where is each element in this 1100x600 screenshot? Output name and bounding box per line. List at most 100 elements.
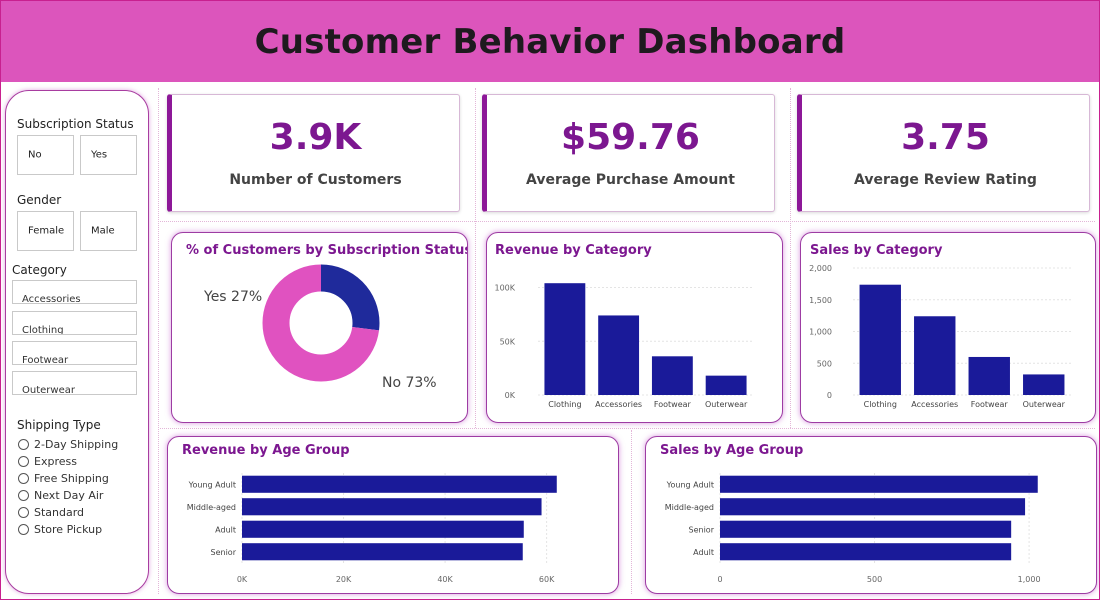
option-label: Male: [91, 225, 115, 237]
kpi-value: 3.75: [901, 117, 990, 158]
y-tick-label: Middle-aged: [665, 503, 714, 512]
bar-adult: [720, 543, 1012, 561]
revenue-by-category-card: Revenue by Category 0K 50K 100K Clothing Acc…: [486, 232, 783, 423]
x-tick-label: Outerwear: [705, 400, 748, 409]
category-option-outerwear[interactable]: Outerwear: [12, 371, 137, 395]
gender-option-female[interactable]: Female: [17, 211, 74, 251]
subscription-option-no[interactable]: No: [17, 135, 74, 175]
y-tick-label: Senior: [211, 548, 237, 557]
dashboard-title: Customer Behavior Dashboard: [254, 21, 846, 62]
radio-icon: [18, 456, 29, 467]
sales-category-chart: 0 500 1,000 1,500 2,000 Clothing Accessories Fo…: [809, 264, 1071, 409]
x-tick-label: Footwear: [971, 400, 1009, 409]
bar-footwear: [968, 356, 1010, 395]
y-tick-label: Young Adult: [666, 480, 714, 489]
y-tick-label: Adult: [693, 548, 714, 557]
gender-slicer-title: Gender: [17, 193, 62, 207]
x-tick-label: Accessories: [911, 400, 958, 409]
shipping-option-free[interactable]: Free Shipping: [18, 472, 109, 485]
shipping-option-nextday[interactable]: Next Day Air: [18, 489, 103, 502]
subscription-slicer-title: Subscription Status: [17, 117, 134, 131]
grid-guide: [160, 428, 1095, 429]
revenue-age-chart: 0K 20K 40K 60K Young Adult Middle-aged Adult Se…: [187, 473, 557, 584]
option-label: Express: [34, 455, 77, 468]
x-tick-label: Outerwear: [1023, 400, 1066, 409]
option-label: No: [28, 149, 42, 161]
x-tick-label: Footwear: [654, 400, 692, 409]
bar-adult: [242, 520, 524, 538]
y-tick-label: 100K: [494, 284, 515, 293]
kpi-label: Average Purchase Amount: [526, 172, 735, 188]
kpi-value: 3.9K: [269, 117, 362, 158]
shipping-option-pickup[interactable]: Store Pickup: [18, 523, 102, 536]
grid-guide: [475, 88, 476, 428]
x-tick-label: 0K: [237, 575, 248, 584]
y-tick-label: 500: [817, 359, 832, 368]
y-tick-label: 0K: [505, 391, 516, 400]
x-tick-label: Clothing: [864, 400, 897, 409]
shipping-option-2day[interactable]: 2-Day Shipping: [18, 438, 118, 451]
bar-accessories: [914, 316, 956, 395]
donut-label-no: No 73%: [382, 375, 437, 391]
y-tick-label: Adult: [215, 525, 236, 534]
y-tick-label: 2,000: [809, 264, 832, 273]
category-slicer-title: Category: [12, 263, 67, 277]
bar-senior: [242, 543, 523, 561]
option-label: Footwear: [22, 355, 69, 365]
option-label: Next Day Air: [34, 489, 104, 502]
category-option-clothing[interactable]: Clothing: [12, 311, 137, 335]
bar-middle-aged: [720, 498, 1026, 516]
chart-title: Sales by Category: [810, 243, 943, 258]
filter-panel: Subscription Status No Yes Gender Female…: [5, 90, 149, 594]
sales-age-chart: 0 500 1,000 Young Adult Middle-aged Senior Adu…: [665, 473, 1041, 584]
x-tick-label: 60K: [539, 575, 555, 584]
chart-title: Sales by Age Group: [660, 443, 804, 458]
bar-clothing: [544, 283, 586, 395]
dashboard-header: Customer Behavior Dashboard: [1, 1, 1099, 82]
bar-middle-aged: [242, 498, 542, 516]
bar-young-adult: [242, 475, 557, 493]
donut-slice-no: [262, 264, 380, 382]
kpi-card-avg-rating: 3.75 Average Review Rating: [797, 94, 1090, 212]
option-label: Free Shipping: [34, 472, 109, 485]
sales-by-age-card: Sales by Age Group 0 500 1,000 Young Adult M…: [645, 436, 1097, 594]
bar-clothing: [859, 284, 901, 395]
bar-young-adult: [720, 475, 1038, 493]
x-tick-label: 1,000: [1018, 575, 1041, 584]
x-tick-label: Clothing: [548, 400, 581, 409]
bar-senior: [720, 520, 1012, 538]
bar-accessories: [598, 315, 640, 395]
donut-label-yes: Yes 27%: [203, 289, 262, 305]
x-tick-label: 500: [867, 575, 882, 584]
option-label: Yes: [91, 149, 108, 161]
radio-icon: [18, 490, 29, 501]
kpi-card-customers: 3.9K Number of Customers: [167, 94, 460, 212]
shipping-option-express[interactable]: Express: [18, 455, 77, 468]
kpi-label: Number of Customers: [229, 172, 402, 188]
y-tick-label: Young Adult: [188, 480, 236, 489]
shipping-option-standard[interactable]: Standard: [18, 506, 84, 519]
option-label: Store Pickup: [34, 523, 103, 536]
option-label: Clothing: [22, 325, 64, 335]
y-tick-label: 1,500: [809, 296, 832, 305]
bar-outerwear: [1023, 374, 1065, 395]
shipping-slicer-title: Shipping Type: [17, 418, 101, 432]
x-tick-label: 20K: [336, 575, 352, 584]
gender-option-male[interactable]: Male: [80, 211, 137, 251]
radio-icon: [18, 507, 29, 518]
option-label: Outerwear: [22, 385, 75, 395]
kpi-label: Average Review Rating: [854, 172, 1037, 188]
x-tick-label: 40K: [437, 575, 453, 584]
radio-icon: [18, 524, 29, 535]
category-option-accessories[interactable]: Accessories: [12, 280, 137, 304]
grid-guide: [790, 88, 791, 428]
bar-outerwear: [705, 375, 747, 395]
subscription-option-yes[interactable]: Yes: [80, 135, 137, 175]
y-tick-label: 50K: [500, 337, 516, 346]
radio-icon: [18, 439, 29, 450]
donut-chart: Yes 27% No 73%: [203, 264, 437, 391]
y-tick-label: Senior: [689, 525, 715, 534]
option-label: Female: [28, 225, 65, 237]
category-option-footwear[interactable]: Footwear: [12, 341, 137, 365]
y-tick-label: 0: [827, 391, 832, 400]
